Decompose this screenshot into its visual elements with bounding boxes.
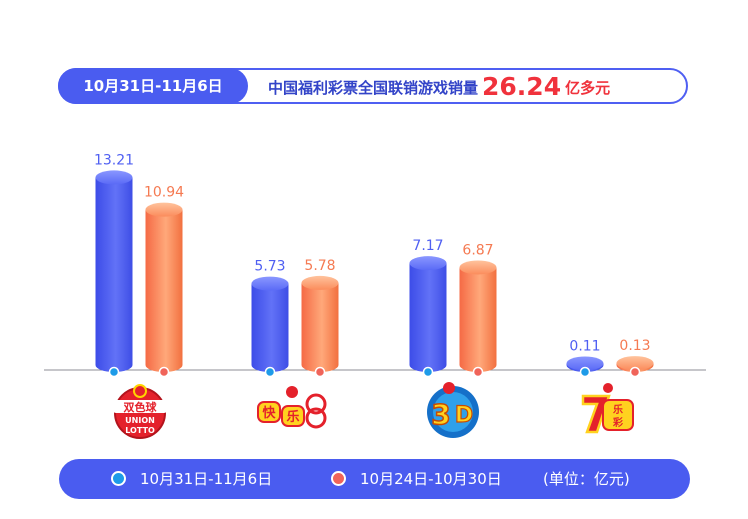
- value-label-current-3: 0.11: [569, 338, 600, 354]
- legend-item-current: 10月31日-11月6日: [111, 459, 272, 499]
- bar-previous-1: [301, 282, 339, 373]
- fucai-3d-logo-icon: 3 D: [419, 380, 485, 438]
- axis-dot-previous-1: [314, 366, 326, 378]
- bar-top-current-0: [95, 170, 133, 185]
- legend-unit-note: (单位：亿元): [543, 459, 630, 499]
- bar-previous-0: [145, 209, 183, 373]
- summary-label: 中国福利彩票全国联销游戏销量: [268, 79, 479, 97]
- axis-dot-current-2: [422, 366, 434, 378]
- bar-top-previous-0: [145, 202, 183, 217]
- axis-dot-current-0: [108, 366, 120, 378]
- legend-previous-dot-icon: [331, 471, 346, 486]
- axis-dot-previous-3: [629, 366, 641, 378]
- svg-text:快: 快: [262, 405, 276, 421]
- bar-current-1: [251, 283, 289, 373]
- value-label-current-1: 5.73: [254, 259, 285, 275]
- svg-text:D: D: [455, 403, 473, 428]
- legend: 10月31日-11月6日 10月24日-10月30日 (单位：亿元): [59, 459, 690, 499]
- legend-current-label: 10月31日-11月6日: [140, 470, 273, 488]
- bar-top-current-2: [409, 256, 447, 271]
- value-label-previous-1: 5.78: [304, 258, 335, 274]
- unit-note-label: (单位：亿元): [543, 470, 630, 488]
- svg-text:彩: 彩: [612, 416, 623, 429]
- value-label-previous-2: 6.87: [462, 242, 493, 258]
- value-label-current-0: 13.21: [94, 152, 134, 168]
- svg-text:双色球: 双色球: [124, 400, 158, 414]
- summary-text: 中国福利彩票全国联销游戏销量 26.24 亿多元: [268, 70, 610, 102]
- value-label-previous-0: 10.94: [144, 185, 184, 201]
- bar-top-current-3: [566, 356, 604, 371]
- total-sales-value: 26.24: [482, 72, 562, 101]
- svg-text:UNION: UNION: [125, 416, 155, 425]
- axis-dot-previous-2: [472, 366, 484, 378]
- bar-top-previous-1: [301, 275, 339, 290]
- value-label-current-2: 7.17: [412, 238, 443, 254]
- shuangseqiu-logo-icon: 双色球 UNION LOTTO: [107, 383, 173, 439]
- svg-text:LOTTO: LOTTO: [125, 426, 155, 435]
- value-label-previous-3: 0.13: [619, 338, 650, 354]
- bar-current-0: [95, 177, 133, 373]
- svg-text:3: 3: [431, 398, 450, 431]
- axis-dot-current-3: [579, 366, 591, 378]
- bar-top-previous-3: [616, 356, 654, 371]
- bar-current-2: [409, 263, 447, 373]
- bar-top-previous-2: [459, 260, 497, 275]
- legend-item-previous: 10月24日-10月30日: [331, 459, 502, 499]
- axis-dot-previous-0: [158, 366, 170, 378]
- axis-dot-current-1: [264, 366, 276, 378]
- bar-top-current-1: [251, 276, 289, 291]
- bar-previous-2: [459, 267, 497, 373]
- summary-header: 10月31日-11月6日 中国福利彩票全国联销游戏销量 26.24 亿多元: [58, 68, 688, 104]
- qilecai-logo-icon: 乐 彩: [573, 382, 639, 438]
- legend-previous-label: 10月24日-10月30日: [360, 470, 502, 488]
- kuaile8-logo-icon: 快 乐: [256, 382, 330, 438]
- svg-text:乐: 乐: [286, 409, 299, 425]
- svg-text:乐: 乐: [613, 403, 623, 416]
- legend-current-dot-icon: [111, 471, 126, 486]
- total-sales-unit: 亿多元: [565, 79, 611, 97]
- period-pill: 10月31日-11月6日: [58, 68, 248, 104]
